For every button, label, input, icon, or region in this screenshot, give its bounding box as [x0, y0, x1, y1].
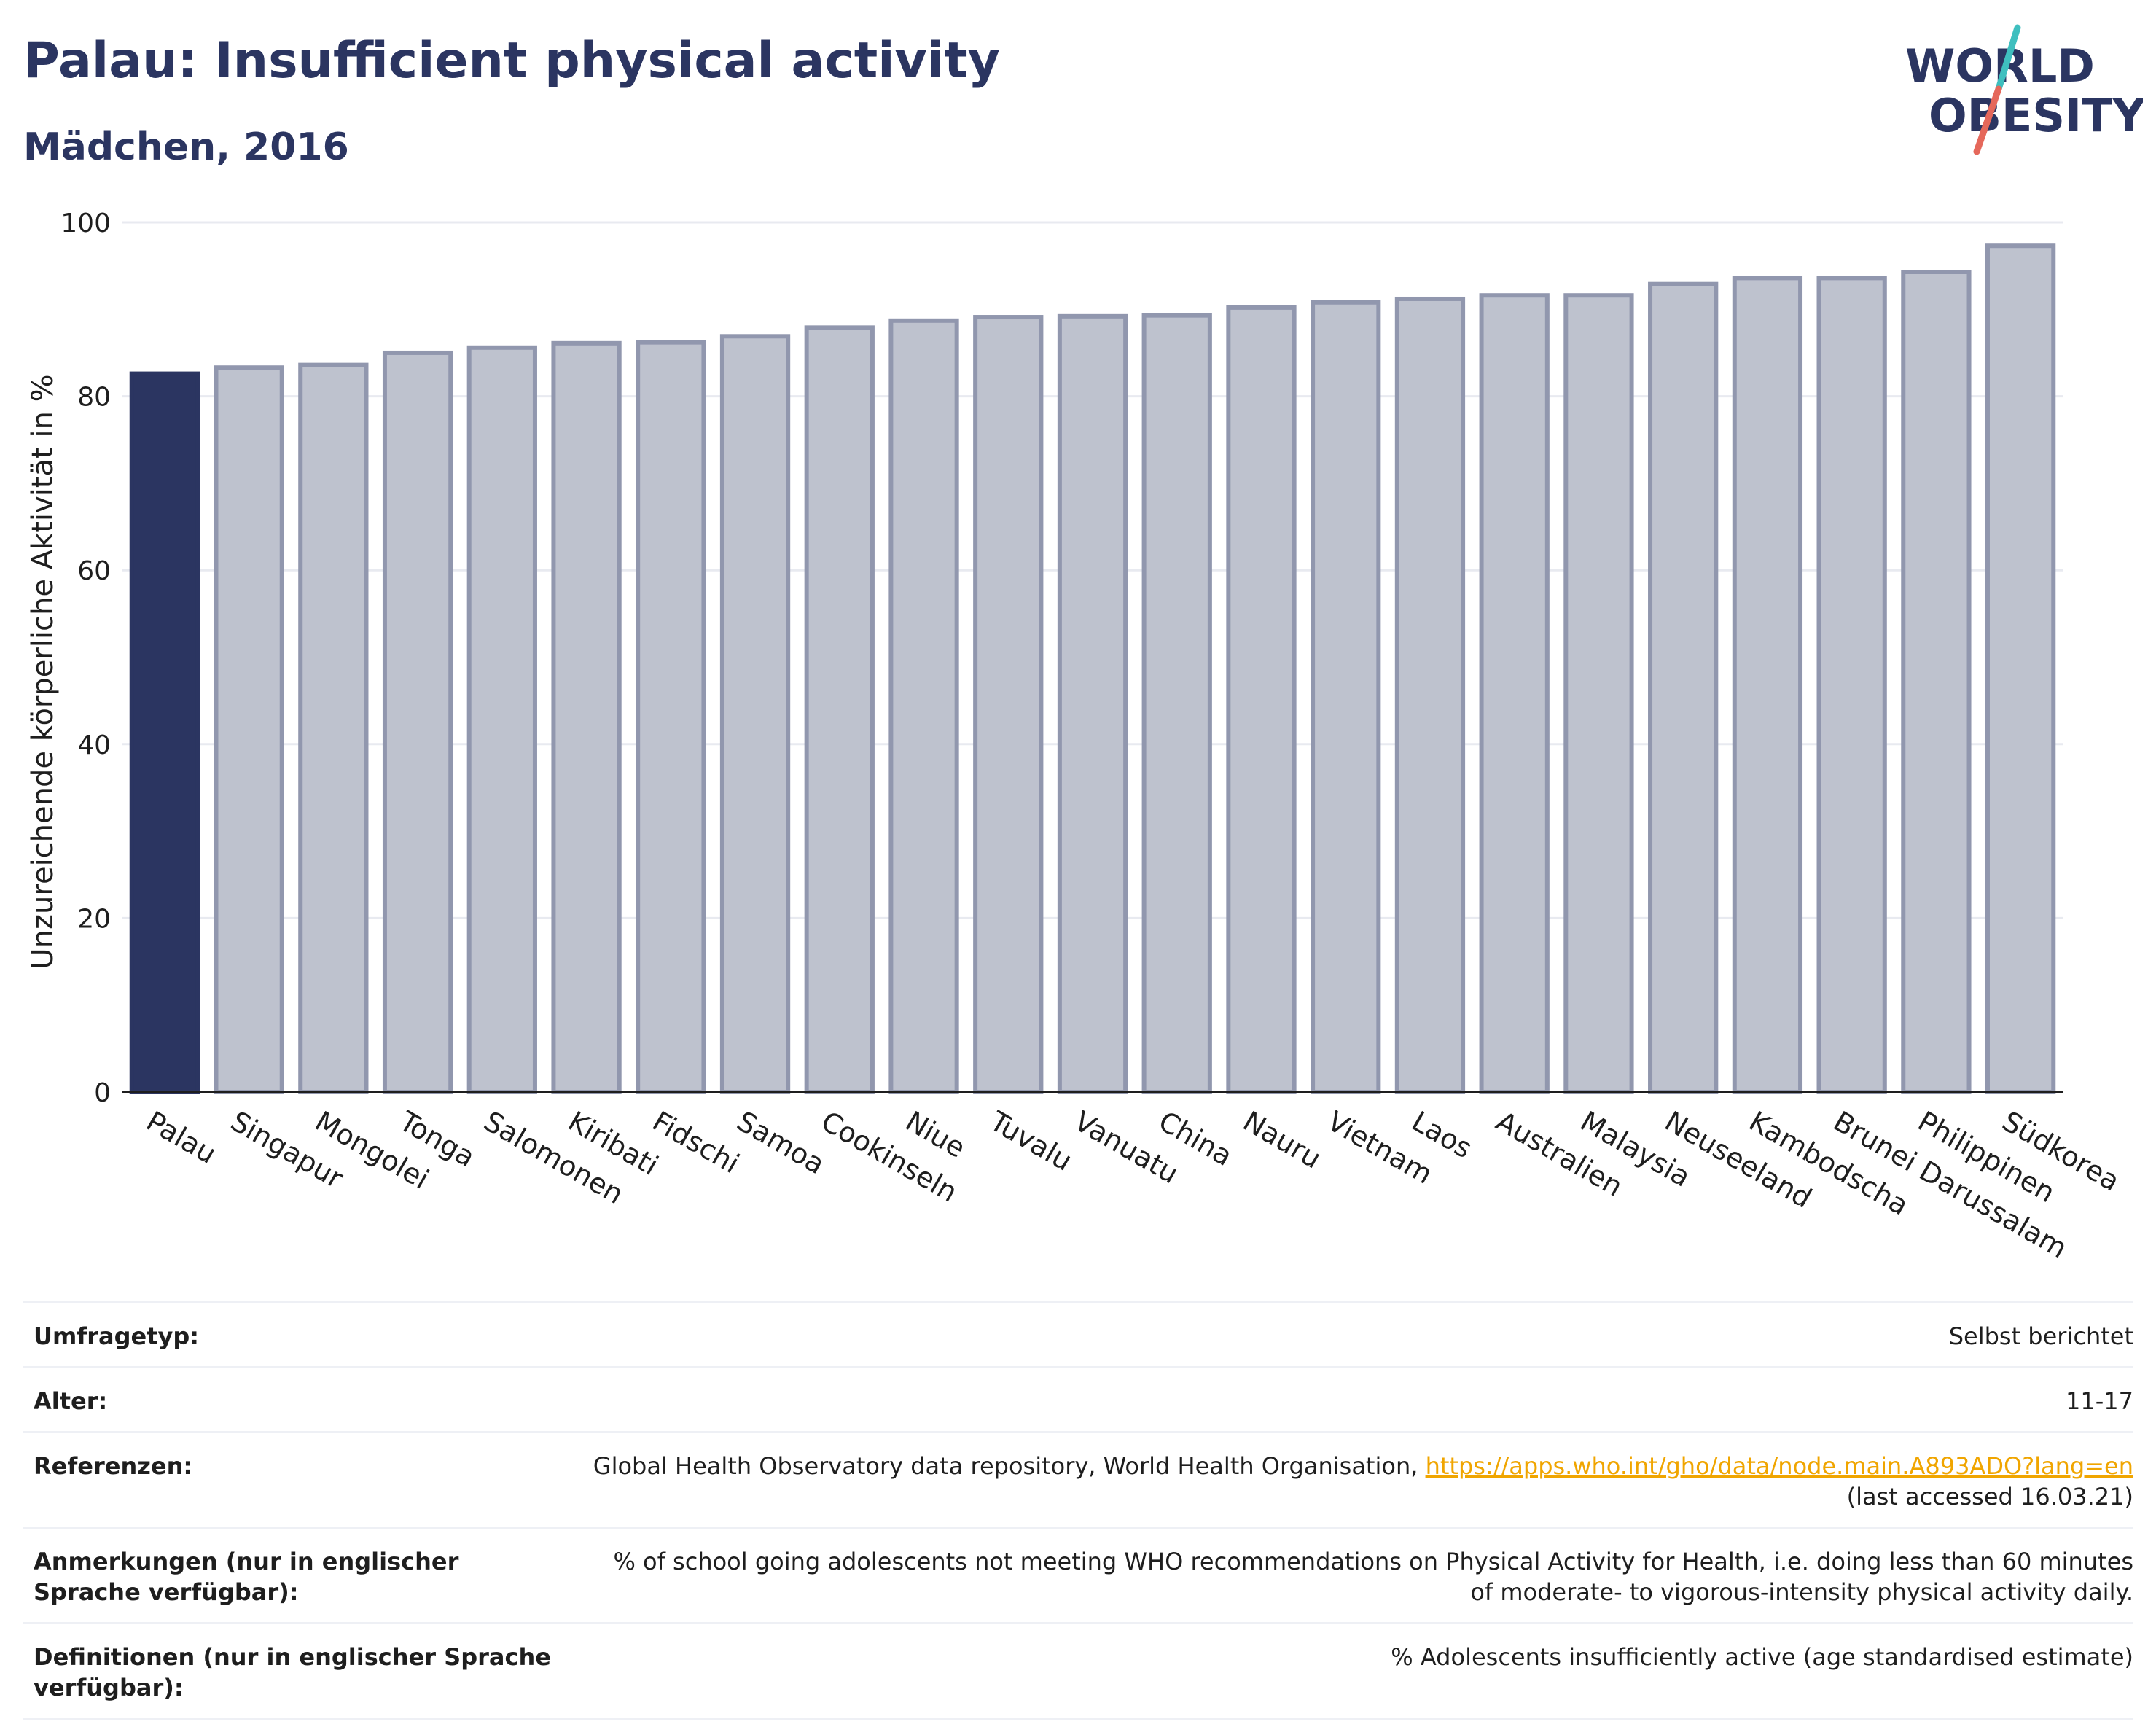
x-tick-label: Palau — [141, 1105, 222, 1170]
ref-value: Global Health Observatory data repositor… — [558, 1451, 2133, 1512]
bar-chart: 0 20 40 60 80 100 Unzureichende körperliche Ak… — [26, 208, 2125, 1265]
y-tick-label: 100 — [60, 208, 111, 238]
logo-slash-teal — [1995, 24, 2021, 93]
survey-value: Selbst berichtet — [1948, 1322, 2133, 1350]
logo-line2: OBESITY — [1929, 89, 2143, 142]
bar-palau — [129, 371, 200, 1095]
x-tick-label: Tuvalu — [984, 1104, 1077, 1177]
y-tick-label: 0 — [94, 1078, 111, 1108]
bar-cookinseln — [804, 325, 875, 1094]
bar-vietnam — [1311, 300, 1381, 1095]
meta-row-age: Alter: 11-17 — [23, 1366, 2133, 1431]
bar-philippinen — [1901, 270, 1972, 1095]
bar-tuvalu — [973, 315, 1044, 1095]
y-tick-label: 40 — [77, 730, 111, 760]
ref-text: Global Health Observatory data repositor… — [593, 1452, 1418, 1480]
survey-label: Umfragetyp: — [34, 1322, 200, 1350]
x-tick-label: Fidschi — [647, 1105, 745, 1180]
y-axis-title: Unzureichende körperliche Aktivität in % — [26, 374, 60, 969]
bar-salomonen — [466, 345, 537, 1095]
ref-link[interactable]: https://apps.who.int/gho/data/node.main.… — [1425, 1452, 2133, 1480]
ref-label: Referenzen: — [34, 1452, 193, 1480]
bar-australien — [1479, 293, 1550, 1094]
ref-accessed: (last accessed 16.03.21) — [1846, 1483, 2133, 1510]
bar-laos — [1394, 296, 1466, 1094]
bar-nauru — [1226, 305, 1297, 1095]
bar-südkorea — [1985, 243, 2056, 1094]
meta-row-references: Referenzen: Global Health Observatory da… — [23, 1431, 2133, 1527]
def-value: % Adolescents insufficiently active (age… — [1391, 1643, 2133, 1671]
bar-niue — [888, 318, 959, 1095]
bar-kiribati — [551, 340, 622, 1094]
world-obesity-logo: WORLD OBESITY — [1905, 24, 2143, 155]
meta-row-survey: Umfragetyp: Selbst berichtet — [23, 1301, 2133, 1366]
meta-row-definitions: Definitionen (nur in englischer Sprache … — [23, 1622, 2133, 1720]
y-tick-label: 60 — [77, 556, 111, 586]
notes-label: Anmerkungen (nur in englischer Sprache v… — [34, 1548, 459, 1606]
y-tick-label: 20 — [77, 904, 111, 934]
notes-value: % of school going adolescents not meetin… — [613, 1548, 2133, 1606]
bar-malaysia — [1563, 293, 1634, 1094]
bar-neuseeland — [1648, 281, 1719, 1094]
logo-slash-red — [1973, 85, 2002, 155]
bar-fidschi — [636, 340, 706, 1094]
bar-mongolei — [298, 362, 369, 1095]
def-label: Definitionen (nur in englischer Sprache … — [34, 1643, 551, 1701]
bar-samoa — [719, 334, 791, 1095]
chart-title: Palau: Insufficient physical activity — [23, 32, 1000, 90]
meta-row-notes: Anmerkungen (nur in englischer Sprache v… — [23, 1527, 2133, 1622]
chart-subtitle: Mädchen, 2016 — [23, 125, 349, 169]
y-tick-label: 80 — [77, 383, 111, 413]
bar-kambodscha — [1732, 276, 1803, 1094]
bar-singapur — [214, 365, 284, 1094]
bar-vanuatu — [1057, 313, 1128, 1094]
bar-china — [1141, 313, 1212, 1094]
bar-brunei-darussalam — [1816, 276, 1887, 1094]
bar-tonga — [382, 350, 453, 1094]
metadata-table: Umfragetyp: Selbst berichtet Alter: 11-1… — [23, 1301, 2133, 1720]
x-tick-label: Nauru — [1238, 1105, 1327, 1175]
age-value: 11-17 — [2066, 1387, 2133, 1415]
x-tick-label: Samoa — [732, 1105, 830, 1181]
age-label: Alter: — [34, 1387, 108, 1415]
